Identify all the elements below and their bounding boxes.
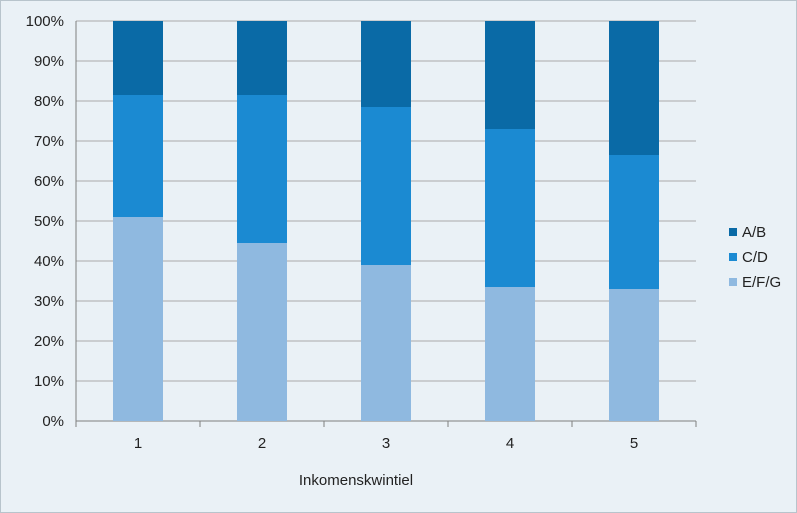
y-tick-label: 90% [34,53,64,70]
y-tick-label: 30% [34,293,64,310]
bar-segment-ab-4 [485,21,535,129]
bar-segment-cd-2 [237,95,287,243]
legend-swatch [729,253,737,261]
bar-segment-cd-3 [361,107,411,265]
y-tick-label: 80% [34,93,64,110]
x-tick-label: 3 [382,435,390,452]
bar-segment-ab-2 [237,21,287,95]
y-tick-label: 10% [34,373,64,390]
bar-segment-ab-1 [113,21,163,95]
y-tick-label: 70% [34,133,64,150]
bar-segment-efg-2 [237,243,287,421]
legend-label: C/D [742,249,768,266]
bar-segment-ab-3 [361,21,411,107]
x-tick-label: 2 [258,435,266,452]
legend-label: E/F/G [742,274,781,291]
bar-segment-efg-3 [361,265,411,421]
y-tick-label: 40% [34,253,64,270]
y-tick-label: 0% [42,413,64,430]
x-axis-title: Inkomenskwintiel [299,472,413,489]
bar-segment-efg-4 [485,287,535,421]
bar-segment-cd-4 [485,129,535,287]
bar-segment-efg-5 [609,289,659,421]
legend-label: A/B [742,224,766,241]
y-tick-label: 50% [34,213,64,230]
y-tick-label: 100% [26,13,64,30]
x-tick-label: 1 [134,435,142,452]
legend-swatch [729,228,737,236]
legend-swatch [729,278,737,286]
x-tick-label: 4 [506,435,514,452]
y-tick-label: 20% [34,333,64,350]
bar-segment-cd-1 [113,95,163,217]
y-tick-label: 60% [34,173,64,190]
bar-segment-efg-1 [113,217,163,421]
bar-segment-cd-5 [609,155,659,289]
x-tick-label: 5 [630,435,638,452]
bar-segment-ab-5 [609,21,659,155]
